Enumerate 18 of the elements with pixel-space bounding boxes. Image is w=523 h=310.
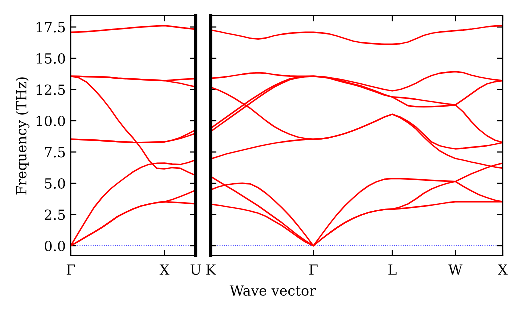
y-tick-label: 10.0: [36, 116, 66, 126]
x-tick-label: X: [498, 264, 508, 275]
x-tick-label: Γ: [310, 264, 318, 275]
y-tick-label: 12.5: [36, 84, 66, 96]
y-axis-title: Frequency (THz): [16, 78, 30, 195]
x-tick-label: U: [190, 264, 202, 276]
y-tick-label: 5.0: [45, 178, 66, 189]
x-tick-label: K: [206, 264, 216, 275]
y-tick-label: 7.5: [45, 147, 66, 158]
x-tick-label: W: [448, 264, 463, 275]
y-tick-label: 17.5: [36, 22, 66, 33]
y-tick-label: 2.5: [44, 210, 66, 220]
y-tick-label: 15.0: [36, 53, 66, 64]
x-tick-label: L: [388, 264, 397, 275]
x-axis-title: Wave vector: [230, 286, 316, 296]
x-tick-label: X: [160, 264, 170, 275]
x-tick-label: Γ: [66, 264, 76, 275]
y-tick-label: 0.0: [44, 240, 66, 252]
